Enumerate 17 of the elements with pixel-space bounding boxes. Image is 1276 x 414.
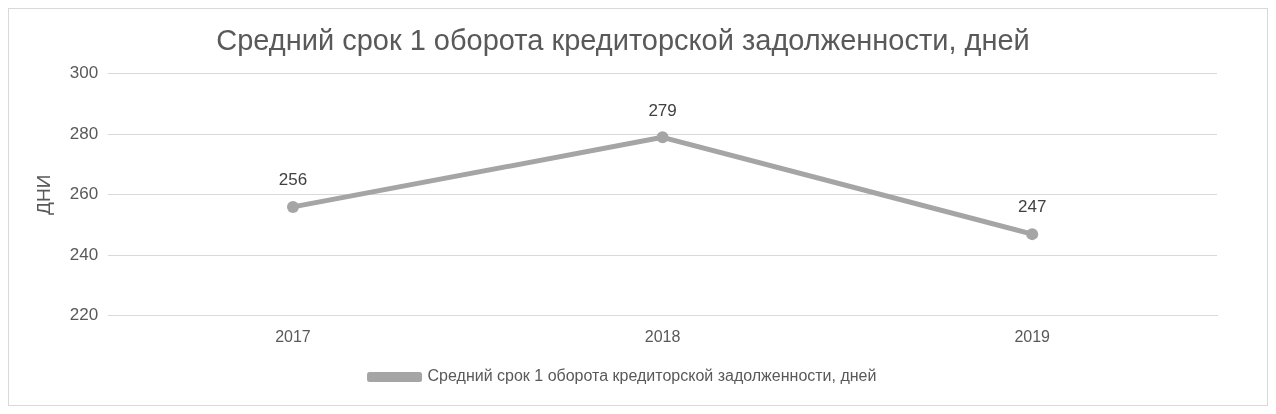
data-label: 247 [1018,197,1047,217]
data-label: 256 [278,170,308,190]
point [656,131,669,144]
data-label: 279 [648,100,677,120]
y-tick-label: 260 [69,184,99,204]
point [1026,228,1039,241]
y-tick-label: 300 [69,63,99,83]
x-tick-label: 2018 [644,327,681,345]
x-tick-label: 2017 [275,327,311,345]
point [286,200,299,213]
x-tick-label: 2019 [1014,327,1051,345]
legend-label: Средний срок 1 оборота кредиторской задолженности, дней [427,367,877,385]
y-tick-label: 220 [69,305,99,325]
y-tick-label: 240 [69,244,99,264]
chart-title: Средний срок 1 оборота кредиторской задолженности, дней [216,24,1030,57]
y-axis-title: ДНИ [32,174,54,215]
y-tick-label: 280 [69,123,99,143]
